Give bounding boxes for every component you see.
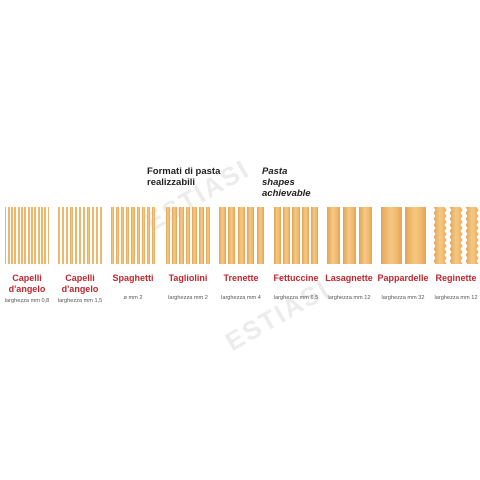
- pasta-shape: Reginette larghezza mm 12: [430, 207, 480, 301]
- strand: [131, 207, 135, 264]
- strand: [31, 207, 33, 264]
- pasta-shape: Trenette larghezza mm 4: [215, 207, 268, 301]
- strand: [27, 207, 30, 264]
- strand: [185, 207, 191, 264]
- pasta-image: [218, 207, 264, 264]
- strand: [404, 207, 426, 264]
- shape-size: larghezza mm 1,5: [57, 298, 103, 304]
- shape-size: larghezza mm 4: [221, 295, 261, 301]
- strand: [61, 207, 65, 264]
- strand: [14, 207, 17, 264]
- shape-size: larghezza mm 0,8: [4, 298, 50, 304]
- strand: [292, 207, 300, 264]
- strand: [7, 207, 10, 264]
- strand: [24, 207, 27, 264]
- strand: [172, 207, 177, 264]
- shape-name: Capelli d'angelo: [61, 273, 99, 294]
- strand: [41, 207, 43, 264]
- strand: [136, 207, 140, 264]
- strand: [311, 207, 319, 264]
- strand: [34, 207, 37, 264]
- strand: [147, 207, 151, 264]
- strand: [57, 207, 60, 264]
- pasta-image: [165, 207, 211, 264]
- strand: [44, 207, 47, 264]
- strand: [78, 207, 82, 264]
- strand: [74, 207, 77, 264]
- strand: [83, 207, 86, 264]
- strand: [141, 207, 146, 264]
- strand: [152, 207, 156, 264]
- pasta-image: [4, 207, 50, 264]
- strand: [66, 207, 69, 264]
- strand: [342, 207, 356, 264]
- pasta-shape: Fettuccine larghezza mm 6,5: [270, 207, 323, 301]
- strand: [37, 207, 40, 264]
- strand: [110, 207, 114, 264]
- shape-name: Capelli d'angelo: [8, 273, 46, 294]
- strand: [326, 207, 340, 264]
- pasta-image: [434, 207, 479, 264]
- pasta-shape: Lasagnette larghezza mm 12: [323, 207, 376, 301]
- strand: [358, 207, 372, 264]
- strand: [434, 207, 447, 264]
- strand: [205, 207, 211, 264]
- pasta-image: [273, 207, 319, 264]
- strand: [178, 207, 184, 264]
- strand: [228, 207, 235, 264]
- strand: [120, 207, 125, 264]
- strand: [301, 207, 310, 264]
- pasta-shape: Capelli d'angelo larghezza mm 0,8: [1, 207, 54, 304]
- strand: [47, 207, 50, 264]
- strand: [199, 207, 204, 264]
- shape-name: Tagliolini: [168, 273, 208, 283]
- strand: [100, 207, 103, 264]
- pasta-shape: Capelli d'angelo larghezza mm 1,5: [54, 207, 107, 304]
- strand: [273, 207, 281, 264]
- shape-name: Pappardelle: [377, 273, 429, 283]
- strand: [87, 207, 90, 264]
- strand: [165, 207, 171, 264]
- pasta-image: [110, 207, 156, 264]
- shape-size: larghezza mm 32: [381, 295, 425, 301]
- pasta-image: [326, 207, 372, 264]
- strand: [17, 207, 20, 264]
- strand: [380, 207, 402, 264]
- strand: [237, 207, 245, 264]
- strand: [21, 207, 23, 264]
- shape-name: Fettuccine: [273, 273, 319, 283]
- shape-size: larghezza mm 12: [434, 295, 478, 301]
- strand: [115, 207, 119, 264]
- shape-name: Spaghetti: [112, 273, 154, 283]
- strand: [70, 207, 73, 264]
- strand: [91, 207, 94, 264]
- strand: [126, 207, 130, 264]
- strand: [466, 207, 479, 264]
- shape-name: Trenette: [223, 273, 259, 283]
- shape-name: Lasagnette: [325, 273, 373, 283]
- strand: [450, 207, 463, 264]
- strand: [95, 207, 99, 264]
- strand: [11, 207, 13, 264]
- pasta-image: [380, 207, 426, 264]
- shape-size: larghezza mm 12: [327, 295, 371, 301]
- shape-size: larghezza mm 2: [168, 295, 208, 301]
- heading-italian: Formati di pasta realizzabili: [147, 166, 221, 188]
- shape-size: larghezza mm 6,5: [273, 295, 319, 301]
- shape-size: ø mm 2: [123, 295, 143, 301]
- strand: [282, 207, 291, 264]
- strand: [4, 207, 7, 264]
- shape-name: Reginette: [435, 273, 477, 283]
- pasta-shape: Pappardelle larghezza mm 32: [377, 207, 430, 301]
- strand: [247, 207, 254, 264]
- pasta-shape: Tagliolini larghezza mm 2: [162, 207, 215, 301]
- heading-english: Pasta shapes achievable: [262, 166, 311, 199]
- pasta-image: [57, 207, 103, 264]
- strand: [256, 207, 264, 264]
- strand: [192, 207, 198, 264]
- pasta-shape: Spaghetti ø mm 2: [107, 207, 160, 301]
- strand: [218, 207, 226, 264]
